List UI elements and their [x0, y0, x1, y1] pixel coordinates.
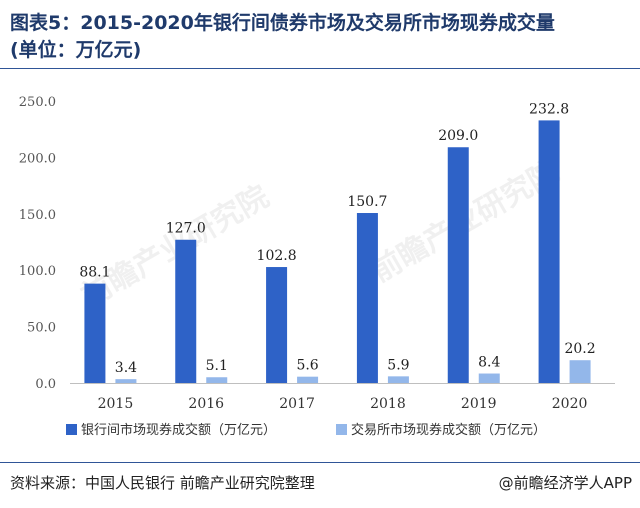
y-tick-label: 50.0 — [27, 321, 56, 336]
data-label-series2: 5.6 — [296, 358, 318, 374]
data-label-series1: 209.0 — [438, 128, 478, 144]
legend-label-series2: 交易所市场现券成交额（万亿元） — [351, 422, 546, 438]
x-tick-label: 2018 — [370, 396, 406, 412]
source-note: 资料来源：中国人民银行 前瞻产业研究院整理 — [10, 474, 315, 492]
bar-series1-2016 — [175, 239, 197, 383]
bar-series1-2019 — [447, 147, 469, 383]
footer-divider — [0, 462, 640, 463]
bar-series2-2015 — [115, 379, 137, 383]
bar-series2-2017 — [297, 376, 319, 383]
x-tick-label: 2017 — [279, 396, 315, 412]
data-label-series2: 5.9 — [387, 357, 409, 373]
data-label-series2: 8.4 — [478, 355, 500, 371]
bar-series2-2020 — [569, 360, 591, 383]
bar-series1-2017 — [266, 267, 288, 383]
bar-series1-2020 — [538, 120, 560, 383]
x-tick-label: 2020 — [552, 396, 588, 412]
data-label-series1: 150.7 — [347, 194, 387, 210]
data-label-series2: 3.4 — [115, 360, 137, 376]
data-label-series2: 20.2 — [564, 341, 595, 357]
title-line-2: (单位：万亿元) — [10, 39, 142, 61]
chart-title: 图表5：2015-2020年银行间债券市场及交易所市场现券成交量 (单位：万亿元… — [10, 10, 630, 64]
brand-credit: @前瞻经济学人APP — [498, 474, 632, 492]
y-tick-label: 200.0 — [19, 151, 56, 166]
y-tick-label: 250.0 — [19, 95, 56, 110]
title-line-1: 图表5：2015-2020年银行间债券市场及交易所市场现券成交量 — [10, 12, 555, 34]
legend-swatch-series2 — [336, 424, 347, 435]
legend-swatch-series1 — [66, 424, 77, 435]
title-divider — [0, 68, 640, 69]
data-label-series1: 127.0 — [166, 221, 206, 237]
y-tick-label: 0.0 — [35, 377, 56, 392]
bar-series2-2018 — [387, 376, 409, 383]
y-tick-label: 100.0 — [19, 264, 56, 279]
legend-label-series1: 银行间市场现券成交额（万亿元） — [81, 422, 276, 438]
bar-series2-2016 — [206, 377, 228, 383]
y-tick-label: 150.0 — [19, 208, 56, 223]
x-tick-label: 2015 — [98, 396, 134, 412]
bar-series1-2018 — [356, 213, 378, 383]
data-label-series1: 232.8 — [529, 101, 569, 117]
x-tick-label: 2019 — [461, 396, 497, 412]
bar-series1-2015 — [84, 283, 106, 383]
data-label-series2: 5.1 — [206, 358, 228, 374]
data-label-series1: 102.8 — [257, 248, 297, 264]
x-tick-label: 2016 — [188, 396, 224, 412]
bar-series2-2019 — [478, 373, 500, 383]
data-label-series1: 88.1 — [79, 265, 110, 281]
